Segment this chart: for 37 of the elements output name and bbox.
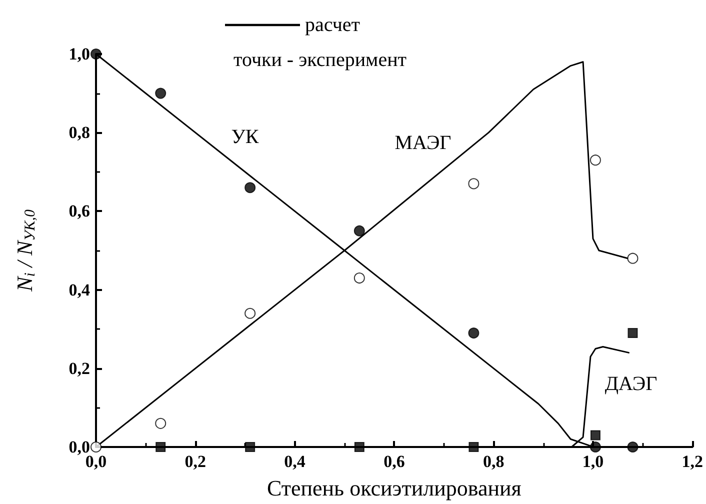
x-tick-label: 0,4 [284,452,306,471]
annotation: УК [231,126,260,148]
point [354,272,365,284]
point [627,442,638,452]
annotation: точки - эксперимент [233,49,407,71]
x-tick-label: 0,8 [482,452,504,471]
point [354,225,365,236]
point [590,154,601,166]
point [468,328,480,339]
point [468,178,480,190]
point [590,442,601,452]
point [590,430,600,440]
y-tick-label: 0,8 [68,123,90,142]
point [155,88,166,99]
y-tick-label: 0,2 [68,358,90,378]
point [627,252,638,264]
x-tick-label: 1,0 [582,452,604,471]
annotation: МАЭГ [394,132,452,154]
point [628,328,638,338]
x-tick-label: 0,2 [184,452,206,471]
x-axis-title: Степень оксиэтилирования [266,476,522,500]
annotation: ДАЭГ [604,373,658,395]
y-axis-title: Ni / NУК,0 [12,209,38,292]
x-tick-label: 0,6 [384,452,405,471]
point [468,442,479,452]
y-tick-label: 1,0 [68,44,90,64]
point [245,442,256,452]
point [90,442,102,452]
y-tick-label: 0,4 [68,280,90,300]
y-tick-label: 0,6 [68,202,90,221]
legend-label: расчет [305,14,360,36]
point [244,182,256,194]
x-tick-label: 1,2 [682,452,703,471]
point [155,418,166,429]
point [354,442,364,452]
point [156,442,166,452]
point [244,308,256,319]
